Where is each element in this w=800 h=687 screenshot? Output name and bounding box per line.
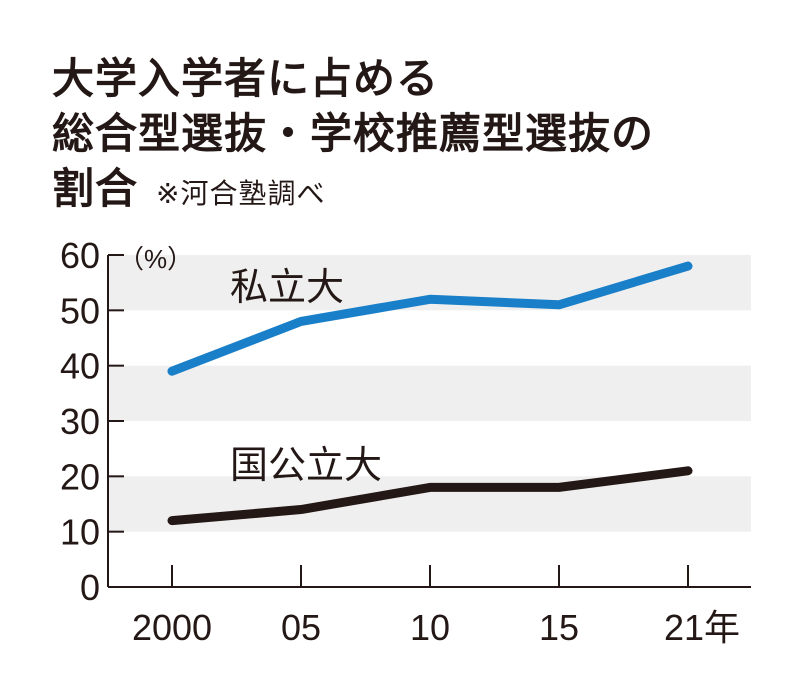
y-tick-label: 20 [60, 456, 100, 497]
y-tick-label: 60 [60, 235, 100, 276]
grid-band [108, 365, 751, 421]
title-line-3: 割合 ※河合塾調べ [52, 155, 325, 216]
y-tick-label: 10 [60, 512, 100, 553]
y-tick-label: 40 [60, 346, 100, 387]
y-tick-label: 0 [80, 567, 100, 608]
title-line-1: 大学入学者に占める [52, 54, 440, 103]
series-label-0: 私立大 [230, 265, 344, 309]
y-tick-label: 30 [60, 401, 100, 442]
source-note: ※河合塾調べ [156, 177, 326, 210]
y-unit-label: （%） [118, 244, 193, 274]
x-tick-label: 10 [410, 607, 450, 648]
title-line-2: 総合型選抜・学校推薦型選抜の [52, 109, 655, 158]
x-tick-label: 2000 [132, 607, 212, 648]
title-line-3-text: 割合 [52, 164, 139, 213]
x-tick-label: 15 [539, 607, 579, 648]
series-label-1: 国公立大 [230, 443, 382, 487]
y-tick-label: 50 [60, 290, 100, 331]
x-tick-label: 21年 [664, 607, 740, 648]
x-tick-label: 05 [281, 607, 321, 648]
